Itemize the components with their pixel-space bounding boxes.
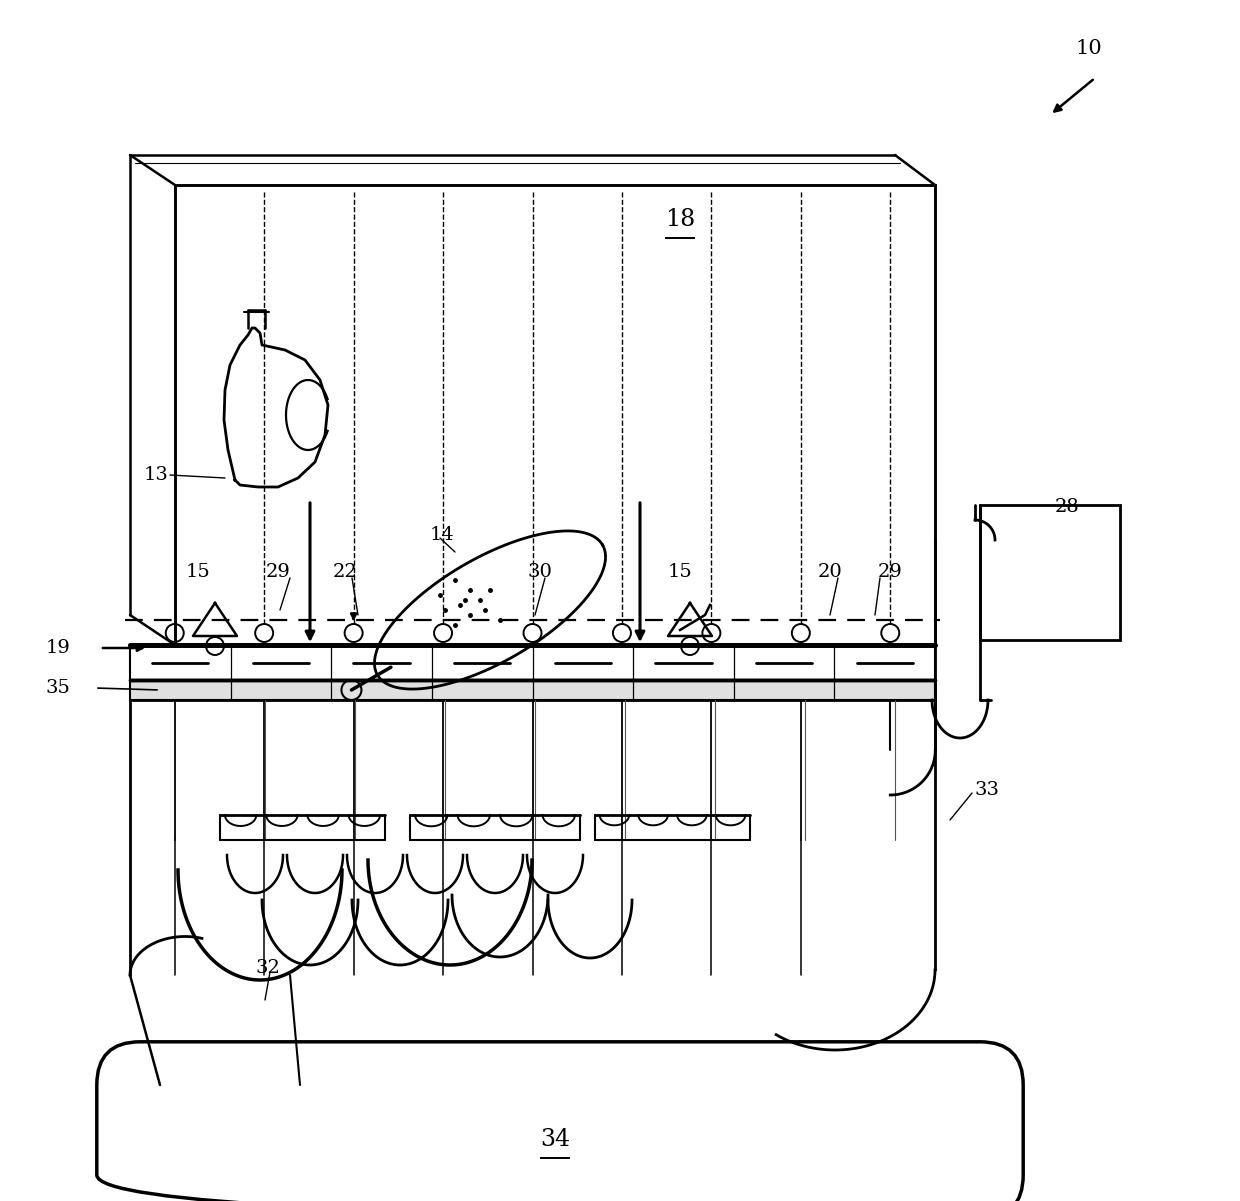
- Text: 28: 28: [1055, 498, 1080, 516]
- Text: 35: 35: [45, 679, 69, 697]
- Text: 20: 20: [817, 563, 842, 581]
- Text: 15: 15: [186, 563, 211, 581]
- Text: 32: 32: [255, 960, 280, 976]
- Text: 13: 13: [143, 466, 167, 484]
- Text: 34: 34: [539, 1129, 570, 1152]
- Text: 10: 10: [1075, 38, 1102, 58]
- Polygon shape: [130, 645, 935, 680]
- Text: 15: 15: [667, 563, 692, 581]
- Polygon shape: [130, 680, 935, 700]
- Text: 22: 22: [332, 563, 357, 581]
- Text: 29: 29: [878, 563, 903, 581]
- Text: 33: 33: [975, 781, 999, 799]
- Text: 29: 29: [265, 563, 290, 581]
- Text: 14: 14: [430, 526, 455, 544]
- Text: 19: 19: [45, 639, 69, 657]
- Text: 30: 30: [527, 563, 553, 581]
- Text: 18: 18: [665, 209, 696, 232]
